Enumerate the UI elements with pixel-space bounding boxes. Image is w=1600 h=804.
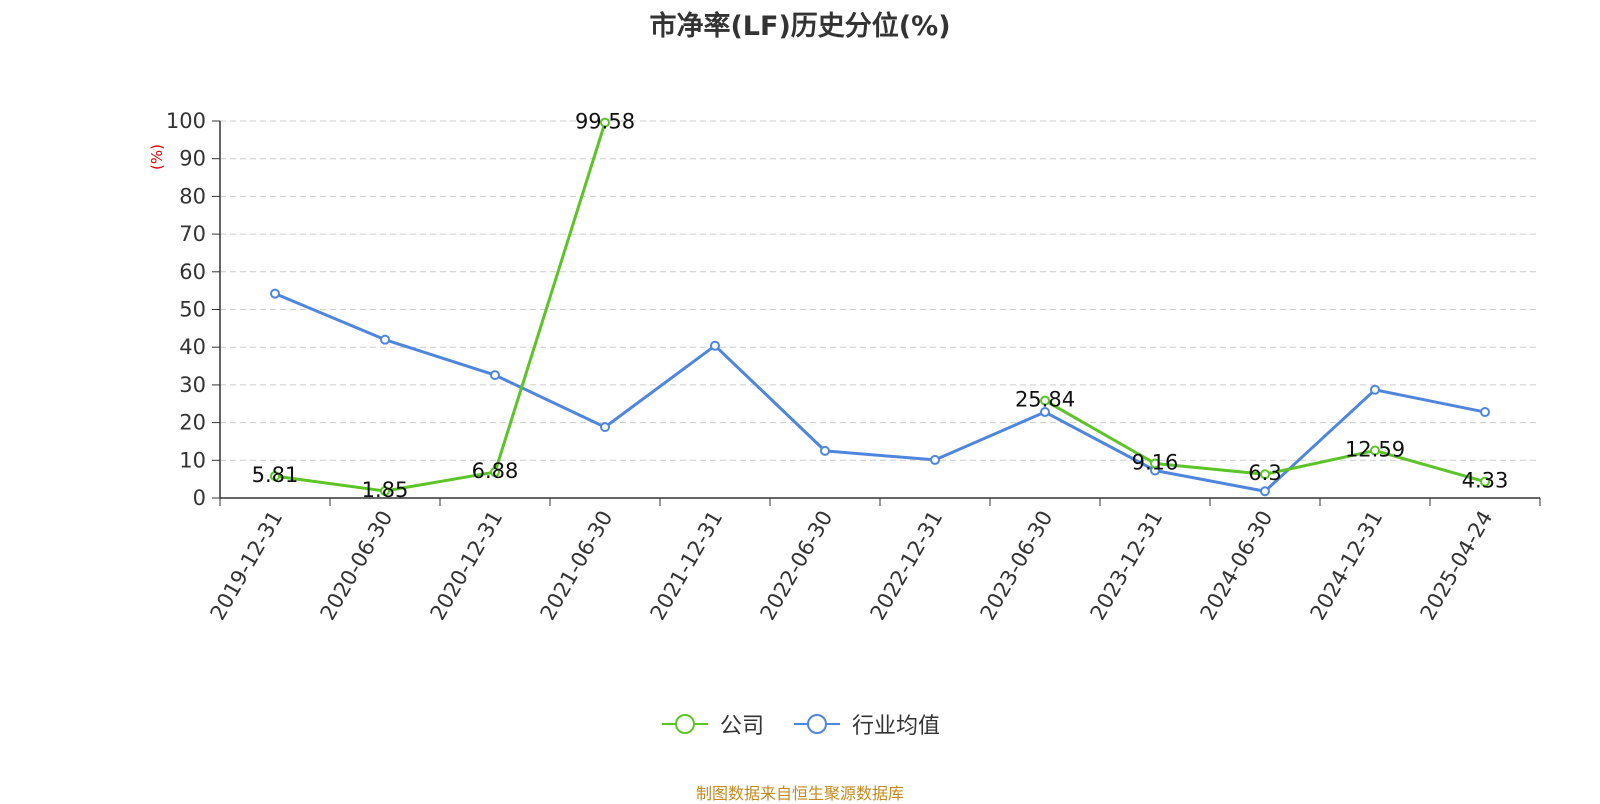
y-tick-label: 0 [193,486,206,510]
y-tick-label: 30 [179,373,206,397]
data-point-1 [380,334,390,345]
x-tick-label: 2023-12-31 [1086,507,1168,625]
legend[interactable]: 公司 行业均值 [0,708,1600,740]
data-point-1 [820,445,830,456]
data-point-1 [930,454,940,465]
legend-item-industry-average[interactable]: 行业均值 [792,708,940,740]
x-tick-label: 2019-12-31 [206,507,288,625]
data-point-1 [1370,384,1380,395]
data-point-1 [1480,407,1490,418]
x-tick-label: 2020-12-31 [426,507,508,625]
x-tick-label: 2021-12-31 [646,507,728,625]
legend-marker-industry-average [794,714,840,734]
data-label: 6.88 [472,459,519,483]
x-tick-label: 2024-12-31 [1306,507,1388,625]
data-point-1 [710,340,720,351]
x-tick-label: 2022-12-31 [866,507,948,625]
x-tick-label: 2021-06-30 [536,507,618,625]
data-label: 9.16 [1132,450,1179,474]
series-line-1 [274,292,1486,493]
data-label: 5.81 [252,463,299,487]
data-point-0 [1260,469,1270,480]
y-tick-label: 60 [179,260,206,284]
data-point-1 [490,370,500,381]
data-label: 99.58 [575,110,635,134]
legend-marker-company [661,714,708,734]
data-point-0 [270,471,280,482]
legend-label-company: 公司 [719,714,764,739]
source-note: 制图数据来自恒生聚源数据库 [695,784,904,803]
data-point-1 [270,288,280,299]
y-tick-label: 50 [179,298,206,322]
y-axis-label: (%) [148,144,166,170]
data-point-0 [1150,458,1160,469]
y-tick-label: 100 [166,109,206,133]
data-label: 1.85 [362,478,409,502]
y-tick-label: 80 [179,184,206,208]
data-label: 12.59 [1345,438,1405,462]
x-tick-label: 2022-06-30 [756,507,838,625]
data-point-1 [1040,407,1050,418]
data-point-0 [1370,445,1380,456]
x-tick-label: 2025-04-24 [1416,507,1498,625]
data-label: 6.3 [1248,461,1281,485]
data-label: 25.84 [1015,388,1075,412]
data-point-1 [1260,486,1270,497]
series-line-0 [274,122,607,493]
x-tick-label: 2023-06-30 [976,507,1058,625]
y-tick-label: 10 [179,448,206,472]
data-point-0 [490,467,500,478]
y-tick-label: 90 [179,147,206,171]
data-label: 4.33 [1462,469,1509,493]
y-tick-label: 70 [179,222,206,246]
x-tick-label: 2020-06-30 [316,507,398,625]
data-point-0 [600,117,610,128]
data-point-0 [380,486,390,497]
data-point-1 [600,422,610,433]
data-point-0 [1480,476,1490,487]
y-tick-label: 40 [179,335,206,359]
legend-item-company[interactable]: 公司 [660,708,764,740]
data-point-0 [1040,395,1050,406]
chart-title: 市净率(LF)历史分位(%) [649,11,951,42]
legend-label-industry-average: 行业均值 [852,714,941,739]
y-tick-label: 20 [179,411,206,435]
x-tick-label: 2024-06-30 [1196,507,1278,625]
